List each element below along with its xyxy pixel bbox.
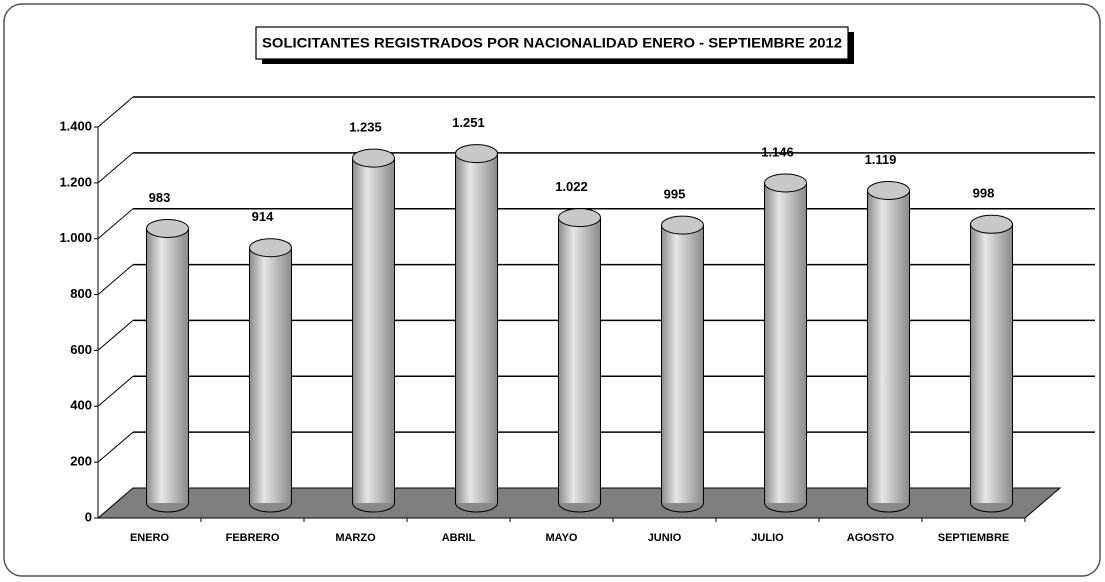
value-label: 1.235 [349,120,382,135]
y-tick-label: 400 [70,398,92,413]
cylinder-top [558,208,601,228]
bar [558,217,601,503]
y-tick-label: 200 [70,454,92,469]
bar [249,247,292,503]
cylinder-top [867,180,910,200]
grid-diagonal [97,152,134,184]
grid-diagonal [97,375,134,407]
chart-title: SOLICITANTES REGISTRADOS POR NACIONALIDA… [262,35,842,51]
x-tick-label: MARZO [335,532,376,544]
y-tick-label: 1.400 [59,118,92,133]
cylinder-top [249,238,292,258]
cylinder-top [146,218,189,238]
grid-diagonal [97,320,134,351]
bar [764,182,807,503]
y-tick-label: 0 [85,509,92,524]
x-tick-label: ABRIL [442,532,476,544]
y-tick-label: 1.200 [59,174,92,189]
bar [970,224,1013,503]
value-label: 1.022 [555,179,588,194]
cylinder-top [764,173,807,193]
x-tick-label: ENERO [130,532,170,544]
y-tick-label: 800 [70,286,92,301]
x-tick-label: JULIO [751,532,784,544]
bar [455,153,498,503]
grid-diagonal [97,431,134,463]
value-label: 983 [149,190,171,205]
cylinder-top [970,214,1013,234]
x-tick-label: FEBRERO [226,532,280,544]
bar [352,158,395,503]
x-tick-label: MAYO [546,532,578,544]
title-box [255,26,849,60]
grid-diagonal [97,264,134,295]
y-tick-label: 600 [70,342,92,357]
value-label: 1.146 [761,144,794,159]
bar [867,190,910,503]
x-tick-label: AGOSTO [847,532,895,544]
bar [146,228,189,503]
x-tick-label: SEPTIEMBRE [938,532,1010,544]
bar [661,225,704,503]
grid-diagonal [97,208,134,240]
cylinder-top [352,148,395,168]
grid-diagonal [97,96,134,128]
x-tick-label: JUNIO [648,532,682,544]
value-label: 1.119 [865,152,897,167]
value-label: 998 [973,186,995,201]
value-label: 914 [252,209,274,224]
cylinder-top [661,215,704,235]
cylinder-top [455,144,498,164]
y-tick-label: 1.000 [59,230,92,245]
value-label: 995 [664,187,686,202]
value-label: 1.251 [452,115,485,130]
